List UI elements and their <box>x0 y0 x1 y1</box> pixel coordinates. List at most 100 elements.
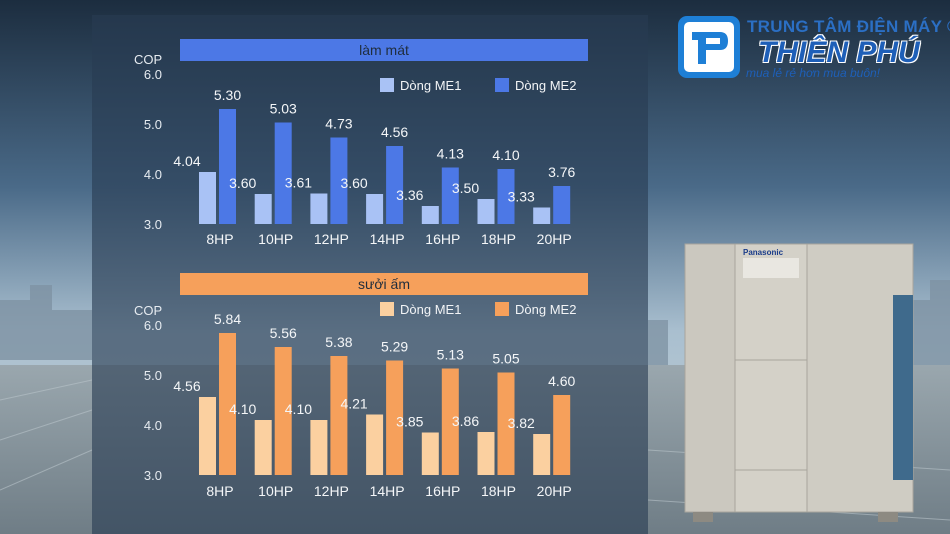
chart-1-bar <box>497 372 515 475</box>
chart-1-legend-label: Dòng ME2 <box>515 302 576 317</box>
brand-name: THIÊN PHÚ <box>758 36 920 69</box>
chart-0-data-label: 3.61 <box>285 175 312 191</box>
chart-0-xtick: 14HP <box>370 231 405 247</box>
chart-0-xtick: 18HP <box>481 231 516 247</box>
chart-1-ytick: 3.0 <box>144 468 162 483</box>
chart-1-data-label: 3.86 <box>452 413 479 429</box>
chart-0-bar <box>274 122 292 224</box>
chart-1-data-label: 4.60 <box>548 373 575 389</box>
chart-1-bar <box>386 360 404 475</box>
chart-1-xtick: 8HP <box>206 483 233 499</box>
chart-0-bar <box>330 137 348 224</box>
chart-1-bar <box>441 368 459 475</box>
chart-1-xtick: 20HP <box>537 483 572 499</box>
chart-0-data-label: 5.03 <box>270 101 297 117</box>
chart-0-legend-label: Dòng ME1 <box>400 78 461 93</box>
chart-0-xtick: 12HP <box>314 231 349 247</box>
chart-1-xtick: 12HP <box>314 483 349 499</box>
chart-1-xtick: 10HP <box>258 483 293 499</box>
chart-1-data-label: 5.56 <box>270 325 297 341</box>
chart-0-ylabel: COP <box>134 52 162 67</box>
chart-0-ytick: 4.0 <box>144 167 162 182</box>
chart-1-bar <box>330 356 348 475</box>
chart-1-data-label: 3.85 <box>396 414 423 430</box>
chart-1-ytick: 6.0 <box>144 318 162 333</box>
chart-0-bar <box>477 199 495 224</box>
chart-1-legend-label: Dòng ME1 <box>400 302 461 317</box>
chart-0-data-label: 5.30 <box>214 87 241 103</box>
chart-1-data-label: 5.84 <box>214 311 241 327</box>
chart-1-data-label: 5.13 <box>437 347 464 363</box>
brand-slogan: mua lẻ rẻ hơn mua buôn! <box>746 66 880 80</box>
chart-0-data-label: 4.04 <box>173 153 200 169</box>
logo: TRUNG TÂM ĐIỆN MÁY ® THIÊN PHÚ mua lẻ rẻ… <box>676 14 950 80</box>
chart-1-data-label: 4.10 <box>229 401 256 417</box>
chart-0-data-label: 4.73 <box>325 116 352 132</box>
chart-1-data-label: 4.56 <box>173 378 200 394</box>
chart-1-ylabel: COP <box>134 303 162 318</box>
chart-0-ytick: 3.0 <box>144 217 162 232</box>
chart-1-bar <box>274 347 292 475</box>
chart-0-xtick: 20HP <box>537 231 572 247</box>
vrf-outdoor-unit: Panasonic <box>684 243 914 522</box>
chart-0-legend-swatch <box>495 78 509 92</box>
chart-1-data-label: 3.82 <box>508 415 535 431</box>
chart-0-data-label: 3.60 <box>340 175 367 191</box>
chart-1-xtick: 18HP <box>481 483 516 499</box>
chart-0-data-label: 3.50 <box>452 180 479 196</box>
chart-1-bar <box>254 420 272 475</box>
chart-1-title-bar <box>180 273 588 295</box>
chart-1-bar <box>553 395 571 475</box>
chart-0-bar <box>310 193 328 224</box>
chart-1-bar <box>219 333 236 475</box>
chart-0-title: làm mát <box>359 42 409 58</box>
chart-0-bar <box>441 167 459 224</box>
chart-0-data-label: 4.13 <box>437 146 464 162</box>
chart-1-xtick: 16HP <box>425 483 460 499</box>
chart-0-bar <box>497 169 515 224</box>
chart-0-data-label: 4.56 <box>381 124 408 140</box>
chart-1-data-label: 5.05 <box>492 351 519 367</box>
chart-0-data-label: 3.33 <box>508 189 535 205</box>
chart-1-data-label: 4.10 <box>285 401 312 417</box>
chart-0-bar <box>533 207 551 224</box>
chart-0-title-bar <box>180 39 588 61</box>
chart-1-legend-swatch <box>495 302 509 316</box>
chart-0-legend-swatch <box>380 78 394 92</box>
chart-0-bar <box>553 186 571 224</box>
chart-0-legend-label: Dòng ME2 <box>515 78 576 93</box>
chart-0-xtick: 8HP <box>206 231 233 247</box>
chart-0-bar <box>219 109 236 224</box>
logo-mark-icon <box>678 16 740 78</box>
chart-0-bar <box>386 146 404 224</box>
chart-1-xtick: 14HP <box>370 483 405 499</box>
chart-0-bar <box>254 194 272 224</box>
chart-0-xtick: 10HP <box>258 231 293 247</box>
chart-1-bar <box>310 420 328 475</box>
chart-0-bar <box>199 172 216 224</box>
unit-brand-label: Panasonic <box>743 248 784 257</box>
chart-1-ytick: 4.0 <box>144 418 162 433</box>
chart-0-xtick: 16HP <box>425 231 460 247</box>
chart-1-bar <box>366 414 384 475</box>
chart-0-bar <box>421 206 439 224</box>
chart-0-data-label: 3.76 <box>548 164 575 180</box>
chart-1-data-label: 5.38 <box>325 334 352 350</box>
chart-1-bar <box>199 397 216 475</box>
chart-0-data-label: 4.10 <box>492 147 519 163</box>
chart-0-data-label: 3.36 <box>396 187 423 203</box>
chart-1-title: sưởi ấm <box>358 276 410 292</box>
chart-0-bar <box>366 194 384 224</box>
chart-0-ytick: 5.0 <box>144 117 162 132</box>
chart-0-data-label: 3.60 <box>229 175 256 191</box>
brand-line1: TRUNG TÂM ĐIỆN MÁY ® <box>747 17 950 36</box>
chart-1-bar <box>477 432 495 475</box>
chart-1-legend-swatch <box>380 302 394 316</box>
chart-0-ytick: 6.0 <box>144 67 162 82</box>
chart-1-ytick: 5.0 <box>144 368 162 383</box>
chart-1-data-label: 5.29 <box>381 339 408 355</box>
chart-1-bar <box>533 434 551 475</box>
chart-1-bar <box>421 432 439 475</box>
